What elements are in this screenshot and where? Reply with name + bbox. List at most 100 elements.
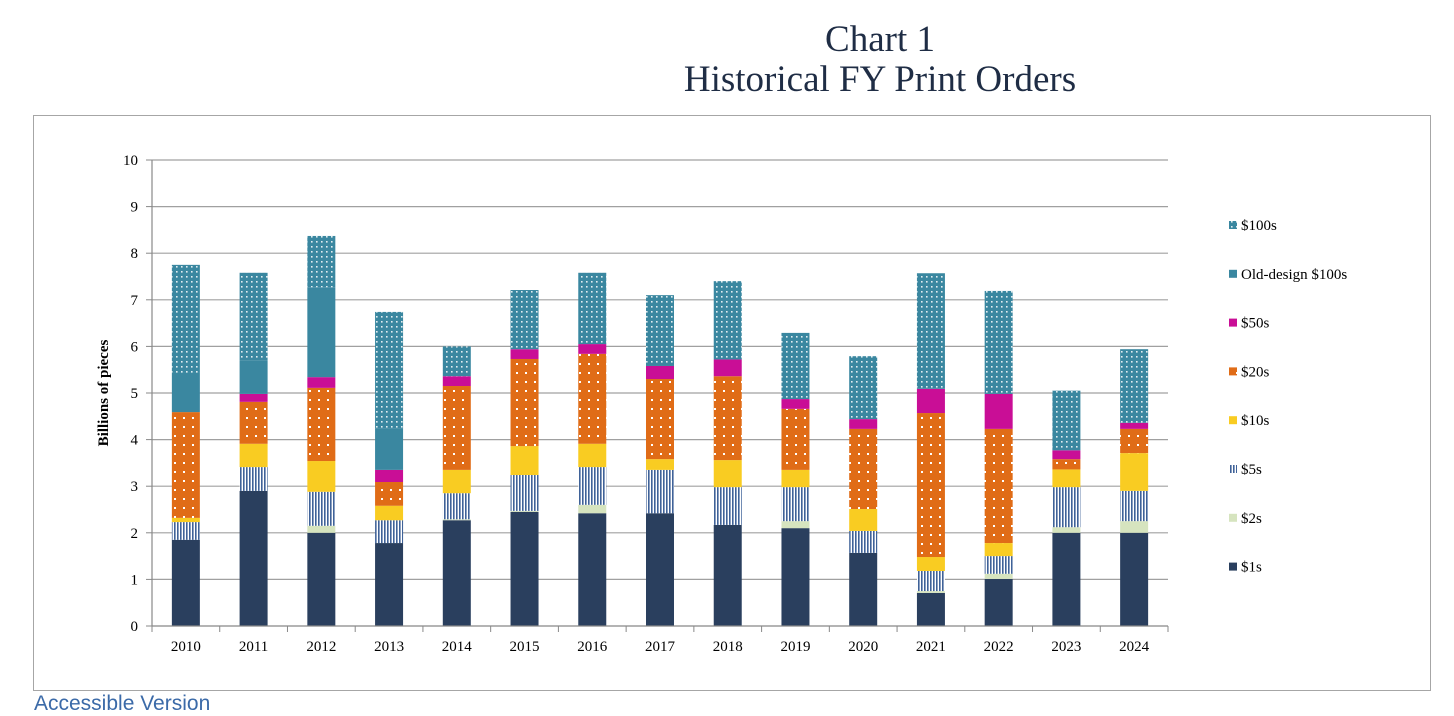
bar-segment-10s-2015 bbox=[510, 446, 539, 476]
x-tick-label: 2010 bbox=[171, 639, 201, 655]
chart-subtitle: Historical FY Print Orders bbox=[683, 59, 1077, 100]
bar-segment-100s-2016 bbox=[578, 272, 607, 345]
bar-segment-5s-2023 bbox=[1052, 487, 1081, 528]
bar-segment-20s-2020 bbox=[849, 428, 878, 510]
bar-segment-50s-2020 bbox=[849, 419, 878, 429]
bar-segment-20s-2012 bbox=[307, 387, 336, 462]
y-tick-label: 1 bbox=[131, 572, 139, 588]
x-tick-label: 2023 bbox=[1051, 639, 1081, 655]
bar-segment-10s-2021 bbox=[916, 557, 945, 572]
bar-segment-1s-2022 bbox=[984, 578, 1013, 626]
legend-label: Old-design $100s bbox=[1241, 267, 1347, 283]
y-tick-label: 5 bbox=[131, 386, 139, 402]
accessible-version-link[interactable]: Accessible Version bbox=[34, 692, 211, 715]
x-tick-label: 2017 bbox=[645, 639, 676, 655]
bar-segment-20s-2013 bbox=[375, 482, 404, 506]
bar-segment-10s-2016 bbox=[578, 443, 607, 468]
bar-segment-20s-2015 bbox=[510, 358, 539, 447]
legend-swatch bbox=[1229, 269, 1237, 278]
bar-segment-100s-2010 bbox=[171, 264, 200, 373]
bar-segment-5s-2012 bbox=[307, 491, 336, 526]
x-tick-label: 2022 bbox=[984, 639, 1014, 655]
bar-segment-1s-2021 bbox=[916, 592, 945, 626]
bar-segment-10s-2014 bbox=[442, 469, 471, 494]
bar-segment-2s-2022 bbox=[984, 573, 1013, 579]
bar-segment-20s-2023 bbox=[1052, 459, 1081, 470]
x-tick-label: 2016 bbox=[577, 639, 608, 655]
bar-segment-10s-2012 bbox=[307, 461, 336, 492]
bar-segment-2s-2012 bbox=[307, 525, 336, 533]
legend-label: $2s bbox=[1241, 511, 1262, 527]
legend-swatch bbox=[1229, 318, 1237, 327]
legend-swatch bbox=[1229, 513, 1237, 522]
legend-label: $10s bbox=[1241, 413, 1270, 429]
bar-segment-1s-2014 bbox=[442, 520, 471, 626]
bar-segment-50s-2014 bbox=[442, 376, 471, 387]
bar-segment-20s-2017 bbox=[646, 379, 674, 460]
y-tick-label: 9 bbox=[131, 200, 139, 216]
x-tick-label: 2011 bbox=[239, 639, 268, 655]
bar-segment-20s-2021 bbox=[916, 413, 945, 558]
bar-segment-100s-2011 bbox=[239, 272, 268, 361]
bar-segment-50s-2024 bbox=[1120, 422, 1149, 429]
bar-segment-10s-2010 bbox=[171, 517, 200, 523]
bar-segment-old-design-100s-2010 bbox=[171, 372, 200, 413]
bar-segment-5s-2011 bbox=[239, 467, 268, 491]
x-tick-label: 2024 bbox=[1119, 639, 1150, 655]
y-tick-label: 0 bbox=[131, 619, 139, 635]
bar-segment-2s-2014 bbox=[442, 519, 471, 521]
bar-segment-5s-2024 bbox=[1120, 490, 1149, 522]
bar-segment-1s-2012 bbox=[307, 532, 336, 626]
bar-segment-20s-2016 bbox=[578, 353, 607, 444]
bar-segment-2s-2021 bbox=[916, 591, 945, 593]
bar-segment-100s-2021 bbox=[916, 273, 945, 389]
bar-segment-1s-2020 bbox=[849, 552, 878, 626]
legend-label: $50s bbox=[1241, 316, 1270, 332]
bar-segment-1s-2019 bbox=[781, 528, 810, 626]
legend-swatch bbox=[1229, 367, 1237, 376]
bar-segment-2s-2024 bbox=[1120, 521, 1149, 533]
bar-segment-1s-2013 bbox=[375, 543, 404, 626]
bar-segment-50s-2013 bbox=[375, 469, 404, 483]
bar-segment-50s-2015 bbox=[510, 349, 539, 359]
bar-segment-20s-2019 bbox=[781, 408, 810, 470]
y-tick-label: 3 bbox=[131, 479, 139, 495]
bar-segment-5s-2013 bbox=[375, 520, 404, 544]
bar-segment-50s-2016 bbox=[578, 344, 607, 354]
bar-segment-1s-2015 bbox=[510, 511, 539, 626]
bar-segment-old-design-100s-2013 bbox=[375, 428, 404, 470]
bar-segment-100s-2019 bbox=[781, 332, 810, 400]
bar-segment-100s-2017 bbox=[646, 295, 674, 366]
bar-segment-50s-2019 bbox=[781, 399, 810, 409]
legend-swatch bbox=[1229, 465, 1237, 473]
bar-segment-5s-2021 bbox=[916, 571, 945, 592]
y-tick-label: 2 bbox=[131, 526, 139, 542]
bar-segment-2s-2016 bbox=[578, 504, 607, 514]
bar-segment-1s-2024 bbox=[1120, 532, 1149, 626]
y-axis-label: Billions of pieces bbox=[96, 340, 112, 447]
y-tick-label: 4 bbox=[131, 433, 139, 449]
bar-segment-1s-2011 bbox=[239, 490, 268, 626]
bar-segment-100s-2012 bbox=[307, 235, 336, 288]
bar-segment-50s-2021 bbox=[916, 388, 945, 414]
bar-segment-20s-2014 bbox=[442, 386, 471, 470]
bar-segment-old-design-100s-2012 bbox=[307, 287, 336, 378]
bar-segment-50s-2022 bbox=[984, 393, 1013, 429]
bar-segment-50s-2011 bbox=[239, 393, 268, 402]
legend-label: $20s bbox=[1241, 364, 1270, 380]
bar-segment-10s-2019 bbox=[781, 469, 810, 488]
bar-segment-100s-2014 bbox=[442, 346, 471, 377]
bar-segment-5s-2016 bbox=[578, 467, 607, 505]
bar-segment-10s-2023 bbox=[1052, 469, 1081, 488]
bar-segment-10s-2017 bbox=[646, 459, 674, 470]
bar-segment-10s-2011 bbox=[239, 443, 268, 468]
bar-segment-2s-2015 bbox=[510, 510, 539, 512]
x-tick-label: 2018 bbox=[713, 639, 743, 655]
bar-segment-1s-2023 bbox=[1052, 532, 1081, 626]
legend-swatch bbox=[1229, 562, 1237, 571]
y-tick-label: 6 bbox=[131, 339, 139, 355]
bar-segment-5s-2015 bbox=[510, 475, 539, 511]
bar-segment-100s-2022 bbox=[984, 290, 1013, 394]
y-tick-label: 10 bbox=[123, 153, 138, 169]
